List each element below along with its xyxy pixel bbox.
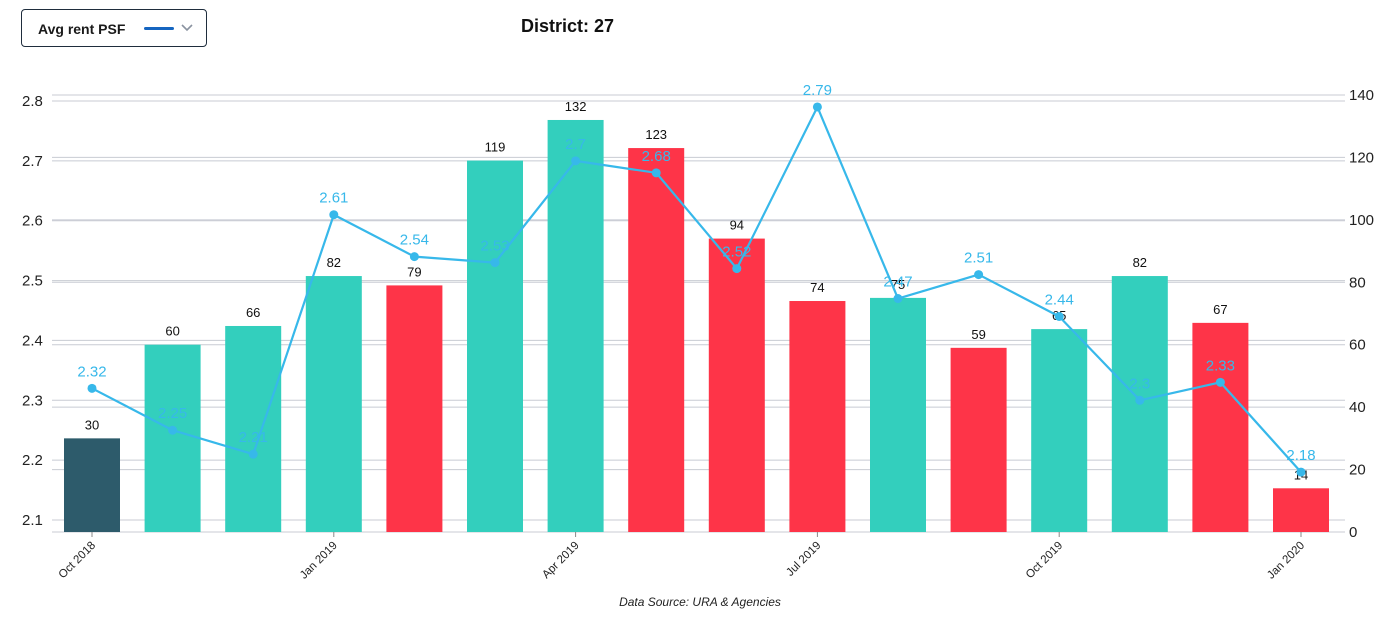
rent-psf-point [1135, 395, 1145, 405]
bar-value-label: 30 [85, 417, 99, 432]
bar-value-label: 60 [165, 324, 179, 339]
right-axis-tick: 120 [1349, 149, 1374, 166]
left-axis-tick: 2.7 [22, 153, 43, 170]
left-axis-tick: 2.1 [22, 512, 43, 529]
right-axis-tick: 20 [1349, 462, 1366, 479]
rent-psf-value-label: 2.3 [1129, 375, 1150, 392]
rent-psf-value-label: 2.54 [400, 232, 429, 249]
series-selector-dropdown[interactable]: Avg rent PSF [21, 9, 207, 47]
left-axis-tick: 2.8 [22, 93, 43, 110]
rent-psf-value-label: 2.79 [803, 82, 832, 99]
bar-value-label: 82 [1133, 255, 1147, 270]
bar-value-label: 94 [730, 218, 744, 233]
left-axis-tick: 2.4 [22, 332, 43, 349]
right-axis-tick: 40 [1349, 399, 1366, 416]
x-axis-tick-label: Jan 2020 [1265, 540, 1307, 582]
rent-psf-point [893, 294, 903, 304]
rent-psf-point [732, 264, 742, 274]
rent-psf-line [91, 105, 1302, 473]
x-axis-tick-label: Oct 2019 [1024, 540, 1065, 581]
bar [547, 119, 604, 532]
data-source-note: Data Source: URA & Agencies [619, 595, 781, 609]
rent-psf-value-label: 2.47 [883, 274, 912, 291]
rent-psf-point [248, 449, 258, 459]
bar [628, 148, 685, 533]
bar [64, 438, 120, 532]
rent-psf-value-label: 2.21 [239, 429, 268, 446]
bar-value-label: 66 [246, 305, 260, 320]
bar [386, 285, 443, 532]
rent-psf-value-label: 2.51 [964, 250, 993, 267]
right-axis-tick: 80 [1349, 274, 1366, 291]
bar-value-label: 74 [810, 280, 824, 295]
x-axis-tick-label: Oct 2018 [57, 540, 98, 581]
bar [467, 160, 523, 533]
bar [225, 325, 282, 532]
rent-psf-point [974, 270, 984, 280]
right-axis-tick: 100 [1349, 212, 1374, 229]
combo-chart: 2.1 2.2 2.3 2.4 2.5 2.6 2.7 2.8 0 20 40 60 80 100 120 1… [22, 82, 1374, 582]
series-color-swatch [144, 27, 174, 30]
chevron-down-icon [181, 24, 193, 32]
bar [1273, 488, 1329, 532]
bar [305, 276, 362, 532]
bar-value-label: 82 [327, 255, 341, 270]
right-axis-tick: 60 [1349, 337, 1366, 354]
rent-psf-point [87, 383, 97, 393]
right-axis-tick: 140 [1349, 87, 1374, 104]
left-axis-tick: 2.2 [22, 452, 43, 469]
left-axis-tick: 2.3 [22, 392, 43, 409]
rent-psf-value-label: 2.44 [1045, 291, 1074, 308]
bar [708, 238, 765, 533]
bar-value-label: 123 [645, 127, 667, 142]
rent-psf-value-label: 2.52 [722, 244, 751, 261]
rent-psf-point [168, 425, 178, 435]
rent-psf-value-label: 2.53 [480, 238, 509, 255]
rent-psf-value-label: 2.32 [77, 363, 106, 380]
x-axis-tick-label: Jan 2019 [298, 540, 340, 582]
x-axis-tick-label: Apr 2019 [540, 540, 581, 581]
rent-psf-value-label: 2.7 [565, 136, 586, 153]
chart-title: District: 27 [521, 16, 615, 36]
bar [144, 344, 201, 532]
rent-psf-point [812, 102, 822, 112]
x-axis-tick-label: Jul 2019 [784, 540, 823, 579]
rent-psf-point [409, 252, 419, 262]
bar-value-label: 59 [971, 327, 985, 342]
rent-psf-value-label: 2.18 [1286, 447, 1315, 464]
bar [870, 297, 926, 532]
bar [950, 347, 1007, 532]
rent-psf-point [571, 156, 581, 166]
bar-value-label: 67 [1213, 302, 1227, 317]
bar-value-label: 119 [485, 140, 506, 155]
rent-psf-value-label: 2.33 [1206, 357, 1235, 374]
rent-psf-value-label: 2.68 [642, 148, 671, 165]
rent-psf-point [651, 168, 661, 178]
rent-psf-value-label: 2.25 [158, 405, 187, 422]
bar-value-label: 79 [407, 264, 421, 279]
rent-psf-point [490, 258, 500, 268]
rent-psf-point [1054, 311, 1064, 321]
rent-psf-value-label: 2.61 [319, 190, 348, 207]
bar [789, 301, 846, 532]
left-axis-tick: 2.6 [22, 213, 43, 230]
left-axis-tick: 2.5 [22, 273, 43, 290]
bar [1031, 329, 1088, 532]
rent-psf-point [1215, 377, 1225, 387]
bar-value-label: 132 [565, 99, 587, 114]
right-axis-tick: 0 [1349, 524, 1357, 541]
series-selector-label: Avg rent PSF [38, 21, 126, 37]
rent-psf-point [329, 210, 339, 220]
bar [1192, 322, 1249, 532]
rent-psf-point [1296, 467, 1306, 477]
